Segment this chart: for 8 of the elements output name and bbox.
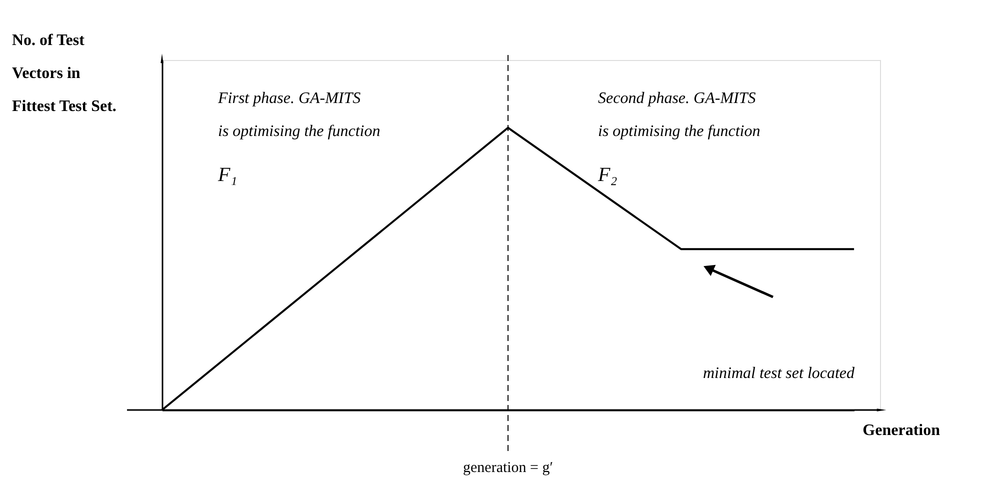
annotation: Second phase. GA-MITS is optimising the function [598,90,760,140]
x-axis-title: Generation [862,422,940,439]
text: generation = g′ [463,460,554,476]
annotation: F₁ [217,164,238,186]
annotation: First phase. GA-MITS is optimising the function [217,90,380,140]
y-axis-title: No. of Test Vectors in Fittest Test Set. [12,32,116,115]
annotation: minimal test set located [703,365,856,382]
annotation: F₂ [597,164,618,186]
